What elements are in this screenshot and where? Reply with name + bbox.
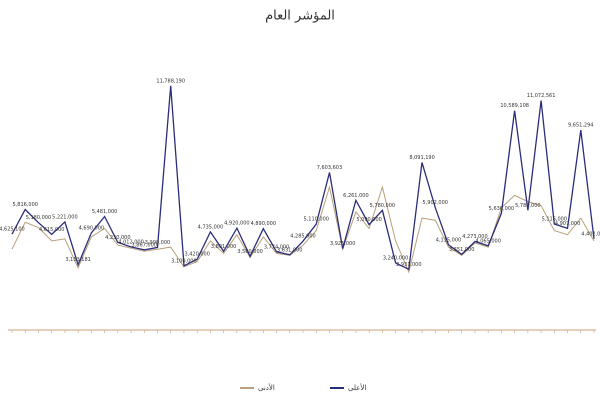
data-label: 5,221,000 xyxy=(52,214,77,220)
data-label: 5,780,000 xyxy=(515,203,540,209)
data-label: 10,589,108 xyxy=(500,103,529,109)
data-label: 3,801,000 xyxy=(211,244,236,250)
data-label: 4,285,000 xyxy=(290,234,315,240)
data-label: 4,230,000 xyxy=(105,235,130,241)
series-line xyxy=(11,185,595,274)
data-label: 5,636,000 xyxy=(489,206,514,212)
data-label: 11,788,190 xyxy=(156,78,185,84)
legend-label: الأعلى xyxy=(348,383,366,392)
data-label: 5,110,000 xyxy=(304,217,329,223)
data-label: 4,690,000 xyxy=(79,225,104,231)
data-label: 11,072,561 xyxy=(527,93,556,99)
data-label: 4,115,000 xyxy=(436,237,461,243)
data-label: 4,402,000 xyxy=(581,231,600,237)
data-label: 4,920,000 xyxy=(224,221,249,227)
data-label: 4,012,000 xyxy=(118,239,143,245)
data-label: 3,925,000 xyxy=(330,241,355,247)
data-label: 3,990,000 xyxy=(145,240,170,246)
data-label: 5,902,000 xyxy=(423,200,448,206)
data-label: 3,420,000 xyxy=(184,252,209,258)
data-label: 6,261,000 xyxy=(343,193,368,199)
data-label: 3,560,000 xyxy=(237,249,262,255)
data-label: 4,907,000 xyxy=(555,221,580,227)
data-label: 3,100,000 xyxy=(171,258,196,264)
legend-label: الأدنى xyxy=(258,383,275,392)
data-label: 4,735,000 xyxy=(198,224,223,230)
data-label: 5,481,000 xyxy=(92,209,117,215)
data-label: 9,651,294 xyxy=(568,123,593,129)
data-label: 8,091,190 xyxy=(409,155,434,161)
data-label: 3,153,181 xyxy=(65,257,90,263)
chart-title: المؤشر العام xyxy=(265,9,335,24)
data-label: 5,090,000 xyxy=(356,217,381,223)
data-label: 4,065,000 xyxy=(475,238,500,244)
data-label: 3,651,000 xyxy=(449,247,474,253)
data-label: 7,603,603 xyxy=(317,165,342,171)
data-label: 4,615,000 xyxy=(39,227,64,233)
data-label: 4,625,100 xyxy=(0,227,25,233)
data-label: 4,273,000 xyxy=(462,234,487,240)
data-label: 3,240,000 xyxy=(383,255,408,261)
data-label: 5,816,000 xyxy=(13,202,38,208)
data-label: 3,867,000 xyxy=(132,242,157,248)
data-label: 2,931,000 xyxy=(396,262,421,268)
data-label: 4,890,000 xyxy=(251,221,276,227)
data-label: 5,180,000 xyxy=(26,215,51,221)
data-label: 3,774,000 xyxy=(264,244,289,250)
data-label: 5,116,000 xyxy=(542,217,567,223)
series-line xyxy=(11,85,595,271)
data-label: 3,631,000 xyxy=(277,247,302,253)
data-label: 5,780,000 xyxy=(370,203,395,209)
